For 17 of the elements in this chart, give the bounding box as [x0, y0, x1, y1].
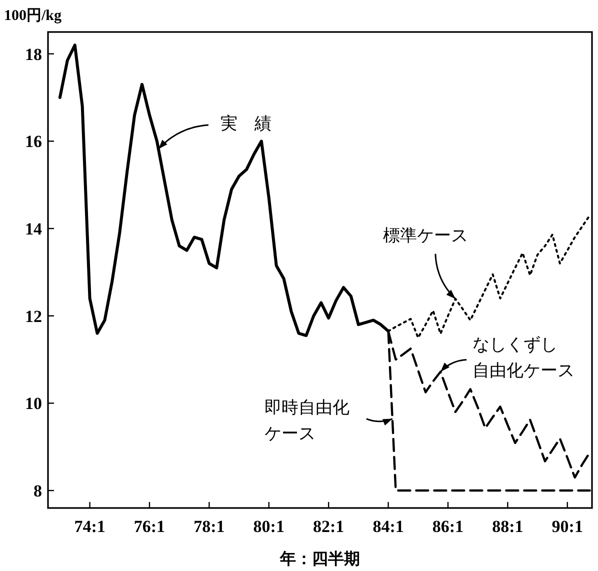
x-tick-label: 84:1 [372, 517, 404, 536]
x-tick-label: 76:1 [134, 517, 166, 536]
x-tick-label: 78:1 [194, 517, 225, 536]
y-tick-label: 10 [25, 394, 42, 414]
y-tick-label: 18 [25, 44, 42, 64]
y-tick-label: 14 [25, 220, 42, 239]
y-tick-label: 12 [25, 306, 42, 326]
x-axis-title: 年：四半期 [279, 550, 360, 568]
y-tick-label: 16 [25, 132, 42, 152]
x-tick-label: 80:1 [253, 517, 284, 536]
x-tick-label: 86:1 [432, 517, 464, 536]
x-tick-label: 88:1 [492, 517, 524, 536]
y-axis-title: 100円/kg [4, 8, 62, 24]
y-tick-label: 8 [34, 482, 42, 501]
x-tick-label: 82:1 [312, 517, 344, 536]
x-tick-label: 90:1 [552, 517, 583, 536]
x-tick-label: 74:1 [74, 517, 106, 536]
